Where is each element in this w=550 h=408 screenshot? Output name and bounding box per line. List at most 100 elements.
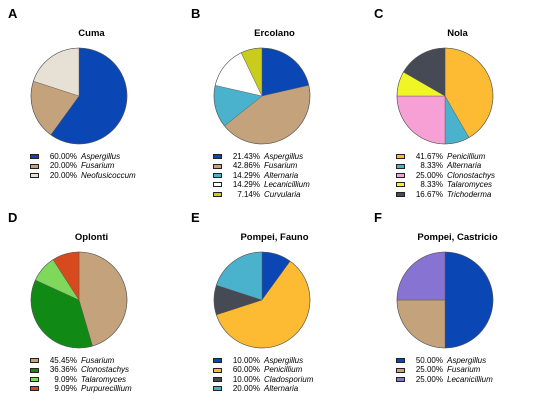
legend-swatch <box>30 367 39 373</box>
legend-swatch <box>213 358 222 364</box>
legend-label: Lecanicillium <box>264 180 310 190</box>
legend-swatch <box>30 163 39 169</box>
legend-percentage: 25.00% <box>415 374 443 384</box>
pie-outline <box>213 251 311 349</box>
legend-item: 8.33% Alternaria <box>396 161 495 170</box>
legend: 60.00% Aspergillus 20.00% Fusarium 20.00% Neo… <box>30 152 136 180</box>
legend-percentage: 7.14% <box>237 189 260 199</box>
legend-label: Fusarium <box>81 356 115 365</box>
legend-swatch <box>396 191 405 197</box>
legend-percentage: 9.09% <box>54 384 77 394</box>
legend-percentage: 16.67% <box>415 189 443 199</box>
chart-panel: F Pompei, Castricio 50.00% Aspergillus 25.00… <box>366 204 549 408</box>
legend-percentage: 42.86% <box>232 161 260 171</box>
legend-item: 45.45% Fusarium <box>30 356 132 365</box>
legend-swatch <box>213 182 222 188</box>
legend-swatch <box>213 173 222 179</box>
legend-label: Alternaria <box>447 161 482 171</box>
pie-chart <box>396 251 494 349</box>
pie-outline <box>396 251 494 349</box>
panel-letter: E <box>191 210 200 225</box>
pie-outline <box>213 47 311 145</box>
chart-title: Pompei, Castricio <box>417 232 498 243</box>
pie-slice <box>396 95 446 145</box>
legend-item: 36.36% Clonostachys <box>30 365 132 374</box>
legend-swatch <box>30 358 39 364</box>
legend-percentage: 36.36% <box>49 365 77 375</box>
legend-swatch <box>213 191 222 197</box>
legend-swatch <box>396 358 405 364</box>
legend-item: 25.00% Fusarium <box>396 365 493 374</box>
legend-label: Aspergillus <box>264 152 304 161</box>
legend-swatch <box>396 182 405 188</box>
legend-swatch <box>396 377 405 383</box>
legend-label: Trichoderma <box>447 189 492 199</box>
legend-item: 8.33% Talaromyces <box>396 180 495 189</box>
legend-label: Penicillium <box>447 152 486 161</box>
legend-label: Clonostachys <box>447 170 496 180</box>
legend-percentage: 20.00% <box>49 161 77 171</box>
legend-label: Aspergillus <box>81 152 121 161</box>
legend-percentage: 9.09% <box>54 374 77 384</box>
legend-item: 9.09% Talaromyces <box>30 375 132 384</box>
legend-percentage: 21.43% <box>232 152 260 161</box>
legend-swatch <box>30 386 39 392</box>
legend-percentage: 60.00% <box>232 365 260 375</box>
legend-label: Clonostachys <box>81 365 130 375</box>
legend-percentage: 50.00% <box>415 356 443 365</box>
legend-percentage: 14.29% <box>232 170 260 180</box>
legend-percentage: 8.33% <box>420 180 443 190</box>
legend-item: 25.00% Lecanicillium <box>396 375 493 384</box>
legend-label: Aspergillus <box>264 356 304 365</box>
chart-panel: B Ercolano 21.43% Aspergillus 42.86% Fusarium… <box>183 0 366 204</box>
legend-swatch <box>396 367 405 373</box>
pie-chart <box>30 251 128 349</box>
legend-label: Fusarium <box>264 161 298 171</box>
legend: 45.45% Fusarium 36.36% Clonostachys 9.09% Tal… <box>30 356 132 394</box>
legend-label: Fusarium <box>447 365 481 375</box>
legend-label: Penicillium <box>264 365 303 375</box>
legend: 50.00% Aspergillus 25.00% Fusarium 25.00% Lec… <box>396 356 493 384</box>
legend-swatch <box>213 154 222 160</box>
chart-panel: D Oplonti 45.45% Fusarium 36.36% Clonostachys… <box>0 204 183 408</box>
legend-item: 9.09% Purpurecillium <box>30 384 132 393</box>
legend-swatch <box>396 163 405 169</box>
chart-title: Oplonti <box>74 232 109 243</box>
legend-item: 20.00% Fusarium <box>30 161 136 170</box>
pie-outline <box>30 251 128 349</box>
legend-swatch <box>396 154 405 160</box>
legend-swatch <box>213 367 222 373</box>
chart-panel: C Nola 41.67% Penicillium 8.33% Alternaria 25.… <box>366 0 549 204</box>
legend: 10.00% Aspergillus 60.00% Penicillium 10.00%… <box>213 356 313 394</box>
legend-percentage: 10.00% <box>232 356 260 365</box>
legend-item: 20.00% Alternaria <box>213 384 313 393</box>
panel-letter: A <box>8 6 18 21</box>
legend-percentage: 10.00% <box>232 374 260 384</box>
legend-item: 60.00% Aspergillus <box>30 152 136 161</box>
legend-label: Neofusicoccum <box>81 170 136 180</box>
legend-item: 60.00% Penicillium <box>213 365 313 374</box>
pie-slice <box>396 251 446 301</box>
legend-label: Cladosporium <box>264 374 314 384</box>
legend-label: Lecanicillium <box>447 374 493 384</box>
chart-panel: A Cuma 60.00% Aspergillus 20.00% Fusarium 20.0… <box>0 0 183 204</box>
legend-item: 16.67% Trichoderma <box>396 190 495 199</box>
legend-label: Purpurecillium <box>81 384 132 394</box>
panel-letter: C <box>374 6 384 21</box>
legend-item: 50.00% Aspergillus <box>396 356 493 365</box>
legend-percentage: 20.00% <box>49 170 77 180</box>
legend-percentage: 45.45% <box>49 356 77 365</box>
legend-item: 10.00% Aspergillus <box>213 356 313 365</box>
legend-label: Aspergillus <box>447 356 487 365</box>
panel-letter: B <box>191 6 201 21</box>
legend-percentage: 20.00% <box>232 384 260 394</box>
pie-chart <box>396 47 494 145</box>
legend-percentage: 25.00% <box>415 170 443 180</box>
pie-chart <box>30 47 128 145</box>
legend-percentage: 25.00% <box>415 365 443 375</box>
legend-swatch <box>396 173 405 179</box>
panel-letter: F <box>374 210 382 225</box>
pie-slice <box>396 299 446 349</box>
legend-item: 10.00% Cladosporium <box>213 375 313 384</box>
